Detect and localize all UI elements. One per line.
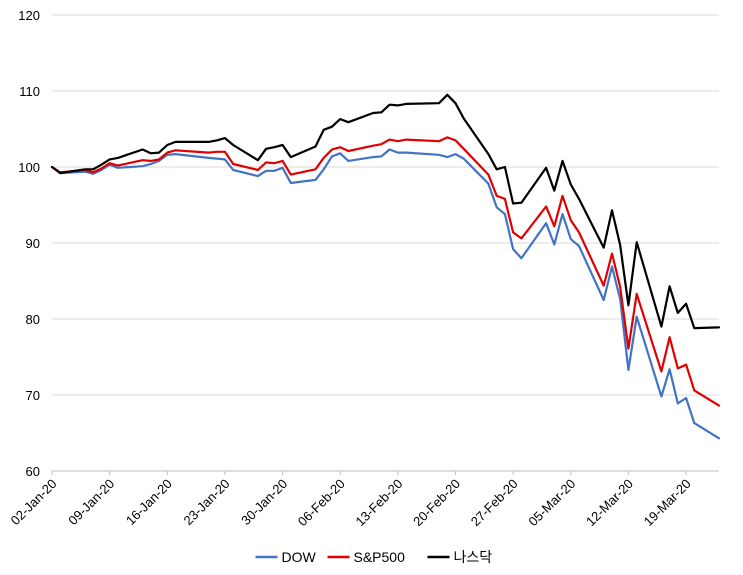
x-tick-label: 02-Jan-20 xyxy=(8,476,60,528)
y-tick-label: 70 xyxy=(26,388,40,403)
series-lines xyxy=(50,93,721,440)
legend-item-1: S&P500 xyxy=(327,549,406,565)
x-tick-label: 05-Mar-20 xyxy=(525,476,578,529)
gridlines xyxy=(52,14,719,396)
x-tick-label: 16-Jan-20 xyxy=(123,476,175,528)
x-tick-label: 19-Mar-20 xyxy=(641,476,694,529)
y-tick-label: 120 xyxy=(18,8,40,23)
x-tick-label: 23-Jan-20 xyxy=(181,476,233,528)
legend: DOW S&P500 나스닥 xyxy=(255,549,493,565)
x-tick-label: 12-Mar-20 xyxy=(583,476,636,529)
y-tick-label: 100 xyxy=(18,160,40,175)
legend-label: S&P500 xyxy=(354,549,406,565)
series-line-1 xyxy=(50,136,721,407)
legend-item-0: DOW xyxy=(255,549,317,565)
y-tick-label: 90 xyxy=(26,236,40,251)
y-tick-label: 60 xyxy=(26,464,40,479)
legend-label: DOW xyxy=(282,549,317,565)
series-line-2 xyxy=(50,93,721,330)
legend-label: 나스닥 xyxy=(454,549,493,565)
x-tick-label: 20-Feb-20 xyxy=(410,476,463,529)
x-tick-label: 30-Jan-20 xyxy=(238,476,290,528)
x-tick-label: 13-Feb-20 xyxy=(352,476,405,529)
x-tick-label: 06-Feb-20 xyxy=(295,476,348,529)
y-tick-label: 80 xyxy=(26,312,40,327)
series-line-0 xyxy=(50,148,721,440)
y-tick-label: 110 xyxy=(19,84,40,99)
x-tick-label: 09-Jan-20 xyxy=(65,476,117,528)
legend-item-2: 나스닥 xyxy=(427,549,493,565)
x-tick-label: 27-Feb-20 xyxy=(468,476,521,529)
